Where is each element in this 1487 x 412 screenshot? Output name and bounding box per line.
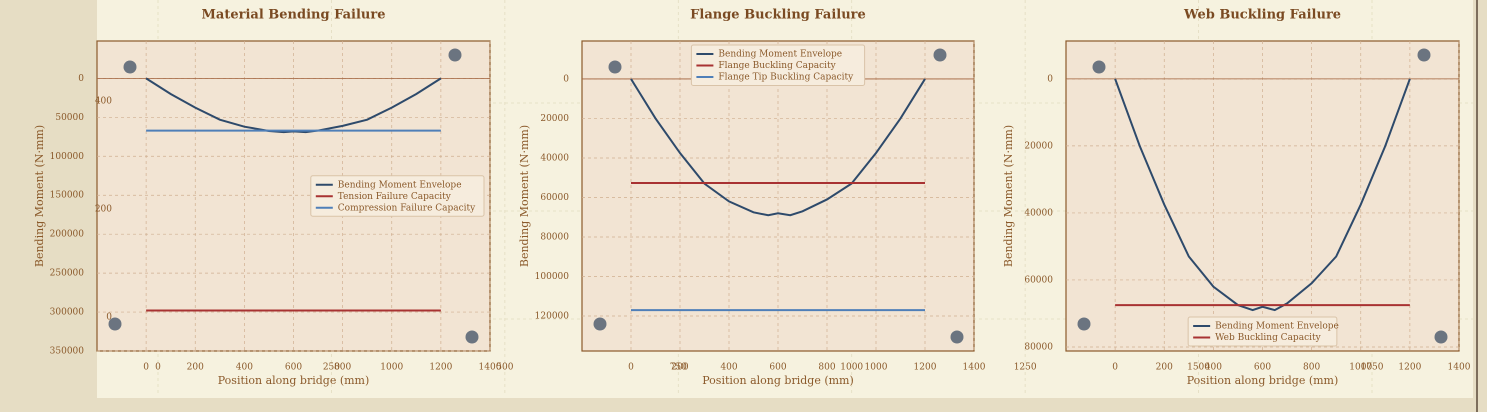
- x-tick-label: 800: [1303, 363, 1320, 373]
- y-tick-label: 80000: [540, 232, 569, 242]
- y-tick-label: 40000: [540, 153, 569, 163]
- y-tick-label: 0: [563, 74, 569, 84]
- x-tick-label: 0: [1112, 363, 1118, 373]
- legend-label: Web Buckling Capacity: [1215, 333, 1321, 343]
- chart-title: Material Bending Failure: [202, 8, 386, 23]
- corner-dot: [1077, 317, 1091, 331]
- y-tick-label: 250000: [50, 269, 85, 279]
- x-tick-label: 1200: [914, 363, 937, 373]
- corner-dot: [608, 60, 622, 74]
- overlay-x-tick-label: 500: [496, 363, 513, 373]
- y-axis-label: Bending Moment (N·mm): [33, 125, 46, 267]
- legend-label: Bending Moment Envelope: [718, 50, 842, 60]
- y-tick-label: 200000: [50, 230, 85, 240]
- legend: [1187, 316, 1338, 347]
- x-tick-label: 600: [769, 363, 786, 373]
- x-tick-label: 200: [187, 363, 204, 373]
- overlay-x-tick-label: 1500: [1187, 363, 1210, 373]
- legend: [310, 175, 485, 217]
- x-tick-label: 400: [720, 363, 737, 373]
- x-tick-label: 400: [1205, 363, 1222, 373]
- legend-label: Flange Buckling Capacity: [718, 61, 836, 71]
- x-tick-label: 1400: [963, 363, 986, 373]
- corner-dot: [1434, 330, 1448, 344]
- legend: [690, 44, 866, 86]
- chart-title: Web Buckling Failure: [1183, 8, 1341, 23]
- x-axis-label: Position along bridge (mm): [702, 374, 854, 387]
- y-axis-label: Bending Moment (N·mm): [1002, 125, 1015, 267]
- x-tick-label: 200: [671, 363, 688, 373]
- x-tick-label: 200: [1156, 363, 1173, 373]
- legend-label: Flange Tip Buckling Capacity: [718, 73, 854, 83]
- y-tick-label: 20000: [1024, 141, 1053, 151]
- corner-dot: [593, 317, 607, 331]
- overlay-x-tick-label: 1750: [1361, 363, 1384, 373]
- x-axis-label: Position along bridge (mm): [1187, 374, 1339, 387]
- y-tick-label: 100000: [535, 272, 570, 282]
- x-tick-label: 1400: [1448, 363, 1471, 373]
- corner-dot: [1417, 48, 1431, 62]
- y-tick-label: 20000: [540, 114, 569, 124]
- x-tick-label: 1000: [1349, 363, 1372, 373]
- overlay-y-tick-label: 0: [106, 313, 112, 323]
- y-tick-label: 40000: [1024, 208, 1053, 218]
- y-tick-label: 0: [78, 74, 84, 84]
- overlay-x-tick-label: 1250: [1014, 363, 1037, 373]
- legend-label: Compression Failure Capacity: [338, 203, 476, 213]
- corner-dot: [933, 48, 947, 62]
- x-tick-label: 1200: [429, 363, 452, 373]
- y-axis-label: Bending Moment (N·mm): [518, 125, 531, 267]
- corner-dot: [448, 48, 462, 62]
- plot-area: [581, 40, 975, 352]
- x-tick-label: 800: [334, 363, 351, 373]
- y-tick-label: 100000: [50, 152, 85, 162]
- x-tick-label: 1200: [1398, 363, 1421, 373]
- x-axis-label: Position along bridge (mm): [218, 374, 370, 387]
- corner-dot: [950, 330, 964, 344]
- series-line: [1114, 78, 1411, 312]
- x-tick-label: 0: [143, 363, 149, 373]
- overlay-y-tick-label: 400: [95, 97, 112, 107]
- overlay-x-tick-label: 250: [323, 363, 340, 373]
- overlay-x-tick-label: 1000: [840, 363, 863, 373]
- y-tick-label: 350000: [50, 347, 85, 357]
- legend-label: Bending Moment Envelope: [1215, 322, 1339, 332]
- y-tick-label: 0: [1047, 74, 1053, 84]
- series-line: [630, 78, 926, 217]
- corner-dot: [108, 317, 122, 331]
- overlay-x-tick-label: 0: [155, 363, 161, 373]
- y-tick-label: 60000: [1024, 275, 1053, 285]
- y-tick-label: 150000: [50, 191, 85, 201]
- overlay-y-tick-label: 200: [95, 205, 112, 215]
- overlay-x-tick-label: 750: [670, 363, 687, 373]
- x-tick-label: 1000: [865, 363, 888, 373]
- x-tick-label: 1000: [380, 363, 403, 373]
- x-tick-label: 800: [818, 363, 835, 373]
- x-tick-label: 1400: [479, 363, 502, 373]
- x-tick-label: 400: [236, 363, 253, 373]
- corner-dot: [1092, 60, 1106, 74]
- y-tick-label: 50000: [55, 113, 84, 123]
- y-tick-label: 80000: [1024, 342, 1053, 352]
- y-tick-label: 120000: [535, 312, 570, 322]
- x-tick-label: 0: [628, 363, 634, 373]
- chart-title: Flange Buckling Failure: [690, 8, 866, 23]
- y-tick-label: 300000: [50, 308, 85, 318]
- y-tick-label: 60000: [540, 193, 569, 203]
- legend-label: Tension Failure Capacity: [338, 192, 452, 202]
- x-tick-label: 600: [285, 363, 302, 373]
- corner-dot: [465, 330, 479, 344]
- corner-dot: [123, 60, 137, 74]
- x-tick-label: 600: [1254, 363, 1271, 373]
- legend-label: Bending Moment Envelope: [338, 180, 462, 190]
